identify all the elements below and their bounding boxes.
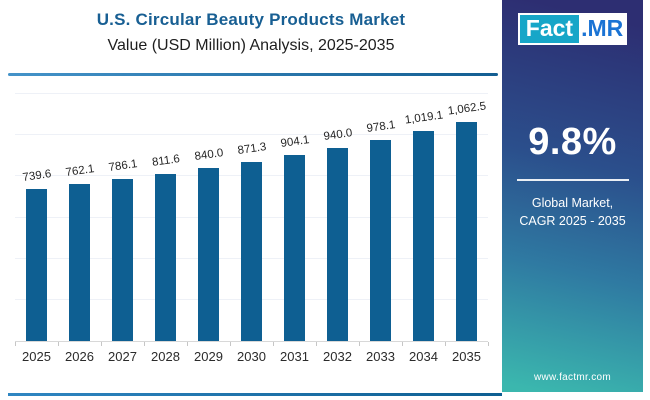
chart-subtitle: Value (USD Million) Analysis, 2025-2035 bbox=[107, 37, 395, 54]
axis-tick bbox=[187, 342, 188, 346]
x-tick-label: 2030 bbox=[237, 349, 266, 364]
x-tick-label: 2033 bbox=[366, 349, 395, 364]
chart-slot: 739.6 bbox=[15, 94, 58, 341]
axis-tick bbox=[15, 342, 16, 346]
axis-tick bbox=[58, 342, 59, 346]
bottom-divider bbox=[8, 393, 502, 396]
chart-slot: 840.0 bbox=[187, 94, 230, 341]
bar bbox=[284, 154, 305, 341]
website-link[interactable]: www.factmr.com bbox=[534, 372, 611, 383]
axis-tick bbox=[230, 342, 231, 346]
chart-slot: 904.1 bbox=[273, 94, 316, 341]
bar bbox=[413, 131, 434, 341]
x-tick-label: 2035 bbox=[452, 349, 481, 364]
axis-tick bbox=[101, 342, 102, 346]
gridline bbox=[15, 93, 488, 94]
chart-slot: 786.1 bbox=[101, 94, 144, 341]
axis-tick bbox=[144, 342, 145, 346]
x-tick-label: 2028 bbox=[151, 349, 180, 364]
logo-fact-text: Fact bbox=[519, 15, 580, 43]
bar bbox=[69, 184, 90, 341]
axis-tick bbox=[488, 342, 489, 346]
bar bbox=[241, 161, 262, 341]
stat-divider bbox=[516, 179, 629, 181]
bar bbox=[327, 147, 348, 341]
chart-slot: 1,062.5 bbox=[445, 94, 488, 341]
plot-area: 739.6 762.1 786.1 811.6 840.0 871.3 904.1 940.0… bbox=[15, 93, 489, 364]
chart-title: U.S. Circular Beauty Products Market bbox=[96, 10, 406, 29]
chart-panel: U.S. Circular Beauty Products Market Val… bbox=[8, 10, 502, 396]
cagr-caption-line1: Global Market, bbox=[531, 195, 614, 210]
bar-value-label: 978.1 bbox=[365, 118, 396, 135]
chart-slot: 762.1 bbox=[58, 94, 101, 341]
chart-slot: 811.6 bbox=[144, 94, 187, 341]
x-tick-label: 2029 bbox=[194, 349, 223, 364]
axis-tick bbox=[273, 342, 274, 346]
bar bbox=[370, 139, 391, 341]
bar-value-label: 1,019.1 bbox=[403, 109, 444, 127]
axis-tick bbox=[445, 342, 446, 346]
x-tick-label: 2031 bbox=[280, 349, 309, 364]
bars-row: 739.6 762.1 786.1 811.6 840.0 871.3 904.1 940.0… bbox=[15, 94, 488, 341]
chart-slot: 978.1 bbox=[359, 94, 402, 341]
bar bbox=[155, 173, 176, 341]
bar bbox=[198, 168, 219, 341]
x-tick-label: 2032 bbox=[323, 349, 352, 364]
bar-value-label: 840.0 bbox=[193, 147, 224, 164]
chart-slot: 1,019.1 bbox=[402, 94, 445, 341]
chart-slot: 871.3 bbox=[230, 94, 273, 341]
x-tick-label: 2034 bbox=[409, 349, 438, 364]
cagr-value: 9.8% bbox=[528, 121, 617, 163]
x-axis bbox=[15, 341, 489, 346]
factmr-logo: Fact .MR bbox=[517, 13, 628, 45]
axis-tick bbox=[316, 342, 317, 346]
x-axis-labels: 2025 2026 2027 2028 2029 2030 2031 2032 2033 2034… bbox=[15, 349, 488, 364]
bar bbox=[112, 179, 133, 341]
bar-value-label: 786.1 bbox=[107, 158, 138, 175]
gridline bbox=[15, 134, 488, 136]
bar bbox=[26, 188, 47, 341]
bar-value-label: 940.0 bbox=[322, 126, 353, 143]
cagr-caption-line2: CAGR 2025 - 2035 bbox=[519, 214, 626, 229]
axis-tick bbox=[402, 342, 403, 346]
axis-tick bbox=[359, 342, 360, 346]
bar bbox=[456, 122, 477, 341]
bar-value-label: 904.1 bbox=[279, 133, 310, 150]
header-divider bbox=[8, 73, 498, 76]
x-tick-label: 2026 bbox=[65, 349, 94, 364]
bar-value-label: 811.6 bbox=[150, 153, 181, 169]
x-tick-label: 2025 bbox=[22, 349, 51, 364]
chart-slot: 940.0 bbox=[316, 94, 359, 341]
sidebar: Fact .MR 9.8% Global Market, CAGR 2025 -… bbox=[502, 0, 643, 392]
bar-value-label: 1,062.5 bbox=[446, 100, 487, 118]
logo-mr-text: .MR bbox=[579, 15, 626, 43]
cagr-caption: Global Market, CAGR 2025 - 2035 bbox=[502, 194, 643, 232]
bar-value-label: 871.3 bbox=[236, 140, 267, 157]
x-tick-label: 2027 bbox=[108, 349, 137, 364]
bar-value-label: 762.1 bbox=[64, 163, 95, 180]
bar-value-label: 739.6 bbox=[21, 167, 52, 184]
